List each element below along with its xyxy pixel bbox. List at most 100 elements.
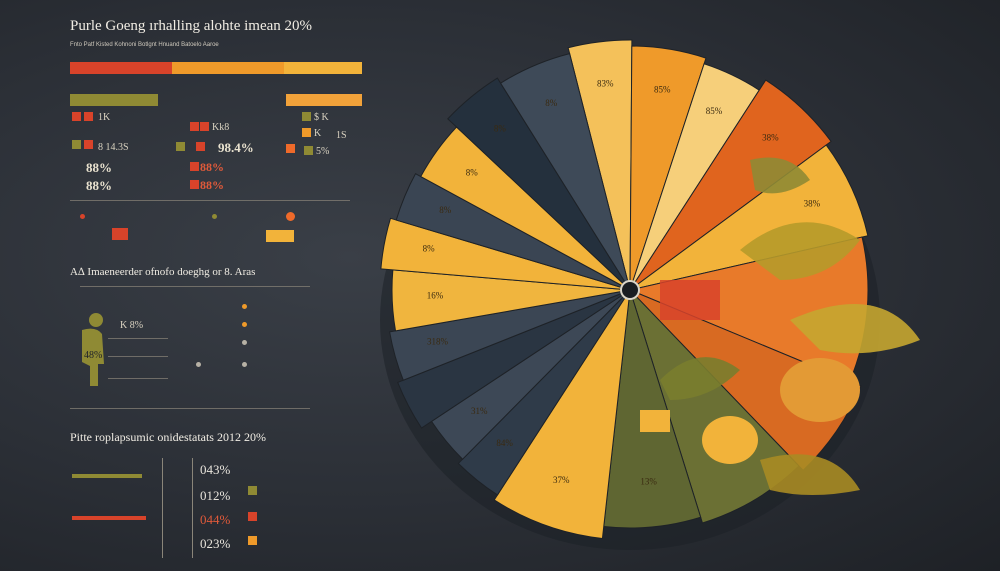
pie-slice-label: 13% <box>640 476 657 486</box>
stat-right1: $ K <box>314 112 329 123</box>
leaf-icon-3 <box>660 357 740 400</box>
bar-olive <box>72 474 142 478</box>
gourd-icon <box>780 358 860 422</box>
leaf-icon <box>740 222 860 280</box>
band-olive <box>70 94 158 106</box>
section2-title: A∆ Imaeneerder ofnofo doeghg or 8. Aras <box>70 266 256 278</box>
bullet-dot-4 <box>242 304 247 309</box>
pie-slice <box>380 217 631 291</box>
pie-chart: 83%85%85%38%38%88%88%13%37%84%31%318%16%… <box>380 39 920 550</box>
legend-square-red <box>72 112 81 121</box>
band-yellow <box>284 62 362 74</box>
bullet-dot-3 <box>286 212 295 221</box>
bullet-dot-2 <box>212 214 217 219</box>
gourd-icon-2 <box>702 416 758 464</box>
pie-slice-label: 38% <box>762 133 779 143</box>
block-red <box>112 228 128 240</box>
legend-square-olive <box>72 140 81 149</box>
stat-row2a: 8 14.3S <box>98 142 129 153</box>
legend-square-red-6 <box>196 142 205 151</box>
leaf-icon-4 <box>760 454 860 495</box>
stat-right2: K <box>314 128 322 139</box>
legend-square-olive-4 <box>304 146 313 155</box>
pie-slice-label: 318% <box>427 336 449 346</box>
section3-value-3: 044% <box>200 512 231 527</box>
legend-square-orange-3 <box>248 536 257 545</box>
leaf-icon-2 <box>790 304 920 354</box>
legend-square-red-9 <box>248 512 257 521</box>
pie-slice-label: 31% <box>471 406 488 416</box>
stat-row3a: 88% <box>86 160 112 175</box>
pie-slice-label: 38% <box>804 199 821 209</box>
pie-slice <box>397 289 631 429</box>
divider-6 <box>70 408 310 409</box>
bullet-dot <box>80 214 85 219</box>
pie-slice-label: 8% <box>545 98 558 108</box>
pie-slice-label: 8% <box>423 244 436 254</box>
pie-slice-label: 85% <box>654 85 671 95</box>
band-orange <box>172 62 284 74</box>
page-subtitle: Fnto Patf Kisted Kohnoni Botlgnt Hnuand … <box>70 42 219 48</box>
stat-row2b: 98.4% <box>218 140 254 155</box>
divider-4 <box>108 356 168 357</box>
legend-square-red-2 <box>84 112 93 121</box>
bullet-dot-6 <box>242 340 247 345</box>
legend-square-red-4 <box>200 122 209 131</box>
leaf-icon-5 <box>750 157 810 194</box>
legend-square-red-7 <box>190 162 199 171</box>
legend-square-olive-3 <box>302 112 311 121</box>
legend-square-orange-2 <box>286 144 295 153</box>
pie-center-pin <box>620 280 640 300</box>
pie-slice <box>499 52 631 291</box>
pie-slice <box>493 289 631 540</box>
stat-right3: 1S <box>336 130 347 141</box>
bullet-dot-7 <box>242 362 247 367</box>
pie-slice <box>629 45 707 291</box>
pie-slice-label: 84% <box>496 438 513 448</box>
divider-3 <box>108 338 168 339</box>
pie-slice-label: 37% <box>553 475 570 485</box>
block-yellow <box>266 230 294 242</box>
page-title: Purle Goeng ırhalling alohte imean 20% <box>70 18 313 34</box>
pie-slice <box>629 144 869 291</box>
legend-square-red-8 <box>190 180 199 189</box>
divider-2 <box>80 286 310 287</box>
legend-square-olive-2 <box>176 142 185 151</box>
person-figure-icon <box>76 312 106 388</box>
pie-slice-label: 85% <box>706 106 723 116</box>
stat-row4a: 88% <box>86 178 112 193</box>
pie-slice-label: 83% <box>597 79 614 89</box>
pie-slice <box>567 39 633 291</box>
section3-value-4: 023% <box>200 536 231 551</box>
pie-slice <box>447 77 631 291</box>
vertical-divider-2 <box>192 458 193 558</box>
pie-slice-label: 16% <box>427 291 444 301</box>
section3-title: Pitte roplapsumic onidestatats 2012 20% <box>70 430 266 444</box>
legend-square-red-3 <box>190 122 199 131</box>
band-red <box>70 62 172 74</box>
section3-value-1: 043% <box>200 462 231 477</box>
pie-slice-label: 8% <box>439 205 452 215</box>
section2-stat2: 48% <box>84 350 103 361</box>
stat-row4b: 88% <box>200 178 224 192</box>
vertical-divider <box>162 458 163 558</box>
section3-value-2: 012% <box>200 488 231 503</box>
pie-slice-label: 8% <box>466 168 479 178</box>
pie-slice <box>629 79 832 291</box>
pie-slice <box>389 289 631 381</box>
legend-square-olive-5 <box>248 486 257 495</box>
stat-row1: 1K <box>98 112 111 123</box>
stat-row1b: Kk8 <box>212 122 230 133</box>
bullet-dot-8 <box>196 362 201 367</box>
foliage-decoration <box>640 157 920 495</box>
pie-slice <box>395 173 631 291</box>
section2-stat1: K 8% <box>120 320 144 331</box>
stat-right4: 5% <box>316 146 330 157</box>
pie-slice-label: 8% <box>494 124 507 134</box>
divider <box>70 200 350 201</box>
pie-slice <box>457 289 631 496</box>
stat-row3b: 88% <box>200 160 224 174</box>
divider-5 <box>108 378 168 379</box>
legend-square-orange <box>302 128 311 137</box>
crate-icon <box>660 280 720 320</box>
